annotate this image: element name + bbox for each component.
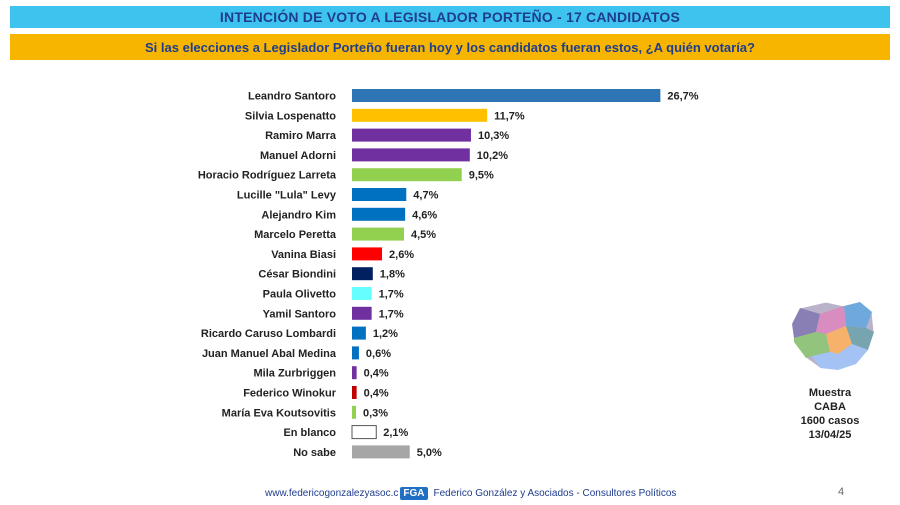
category-label: Marcelo Peretta	[254, 229, 337, 241]
fga-logo: FGA	[400, 487, 428, 500]
category-label: Ricardo Caruso Lombardi	[201, 328, 336, 340]
sample-date: 13/04/25	[808, 429, 852, 441]
question-banner: Si las elecciones a Legislador Porteño f…	[10, 34, 890, 60]
bar	[352, 207, 406, 221]
bar	[352, 306, 372, 320]
bar	[352, 89, 661, 102]
bar	[352, 445, 410, 459]
value-label: 2,6%	[389, 249, 414, 261]
sample-label: Muestra	[808, 387, 852, 399]
category-label: Silvia Lospenatto	[245, 110, 336, 122]
bar	[352, 168, 462, 182]
value-label: 10,3%	[478, 130, 509, 142]
value-label: 10,2%	[477, 150, 508, 162]
category-label: Mila Zurbriggen	[254, 368, 337, 380]
category-label: María Eva Koutsovitis	[222, 407, 336, 419]
value-label: 1,7%	[379, 289, 404, 301]
bar	[352, 346, 359, 360]
value-label: 4,6%	[412, 209, 437, 221]
page-title: INTENCIÓN DE VOTO A LEGISLADOR PORTEÑO -…	[219, 9, 681, 25]
category-label: Lucille "Lula" Levy	[237, 190, 337, 202]
survey-question: Si las elecciones a Legislador Porteño f…	[145, 39, 755, 55]
category-label: Juan Manuel Abal Medina	[202, 348, 337, 360]
category-label: Horacio Rodríguez Larreta	[198, 170, 337, 182]
category-label: Vanina Biasi	[271, 249, 336, 261]
value-label: 1,2%	[373, 328, 398, 340]
bar	[352, 108, 488, 122]
bar	[352, 405, 356, 419]
value-label: 0,4%	[364, 388, 389, 400]
value-label: 9,5%	[469, 170, 494, 182]
bar	[352, 227, 404, 241]
footer-organization: Federico González y Asociados - Consulto…	[433, 488, 677, 499]
category-label: Paula Olivetto	[263, 289, 337, 301]
value-label: 0,6%	[366, 348, 391, 360]
category-label: En blanco	[283, 427, 336, 439]
value-label: 0,3%	[363, 407, 388, 419]
value-label: 1,8%	[380, 269, 405, 281]
value-label: 1,7%	[379, 308, 404, 320]
page-number: 4	[838, 486, 845, 498]
value-label: 11,7%	[494, 110, 525, 122]
bar	[352, 188, 407, 201]
value-label: 4,5%	[411, 229, 436, 241]
category-label: Yamil Santoro	[263, 308, 337, 320]
bar	[352, 148, 470, 162]
value-label: 26,7%	[667, 91, 698, 103]
bar	[352, 326, 366, 340]
category-label: César Biondini	[258, 269, 336, 281]
bar	[352, 247, 383, 261]
sample-size: 1600 casos	[800, 415, 860, 427]
vote-intention-bar-chart: Leandro Santoro 26,7% Silvia Lospenatto 11,…	[198, 89, 699, 459]
bar	[352, 366, 357, 380]
footer: www.federicogonzalezyasoc.c FGA Federico…	[265, 487, 676, 500]
caba-map-icon	[791, 301, 875, 371]
bar	[352, 386, 357, 399]
bar	[352, 267, 373, 281]
category-label: Federico Winokur	[243, 388, 337, 400]
bar	[352, 128, 471, 142]
category-label: No sabe	[293, 447, 336, 459]
value-label: 5,0%	[417, 447, 442, 459]
category-label: Ramiro Marra	[265, 130, 337, 142]
footer-url-link[interactable]: www.federicogonzalezyasoc.c	[265, 488, 399, 499]
bar	[352, 287, 372, 300]
value-label: 4,7%	[413, 190, 438, 202]
bar	[351, 425, 377, 440]
title-banner: INTENCIÓN DE VOTO A LEGISLADOR PORTEÑO -…	[10, 6, 890, 28]
category-label: Leandro Santoro	[248, 91, 336, 103]
sample-region: CABA	[814, 401, 846, 413]
sample-info: Muestra CABA 1600 casos 13/04/25	[778, 386, 882, 442]
category-label: Alejandro Kim	[261, 209, 336, 221]
value-label: 0,4%	[364, 368, 389, 380]
category-label: Manuel Adorni	[260, 150, 336, 162]
value-label: 2,1%	[383, 427, 408, 439]
